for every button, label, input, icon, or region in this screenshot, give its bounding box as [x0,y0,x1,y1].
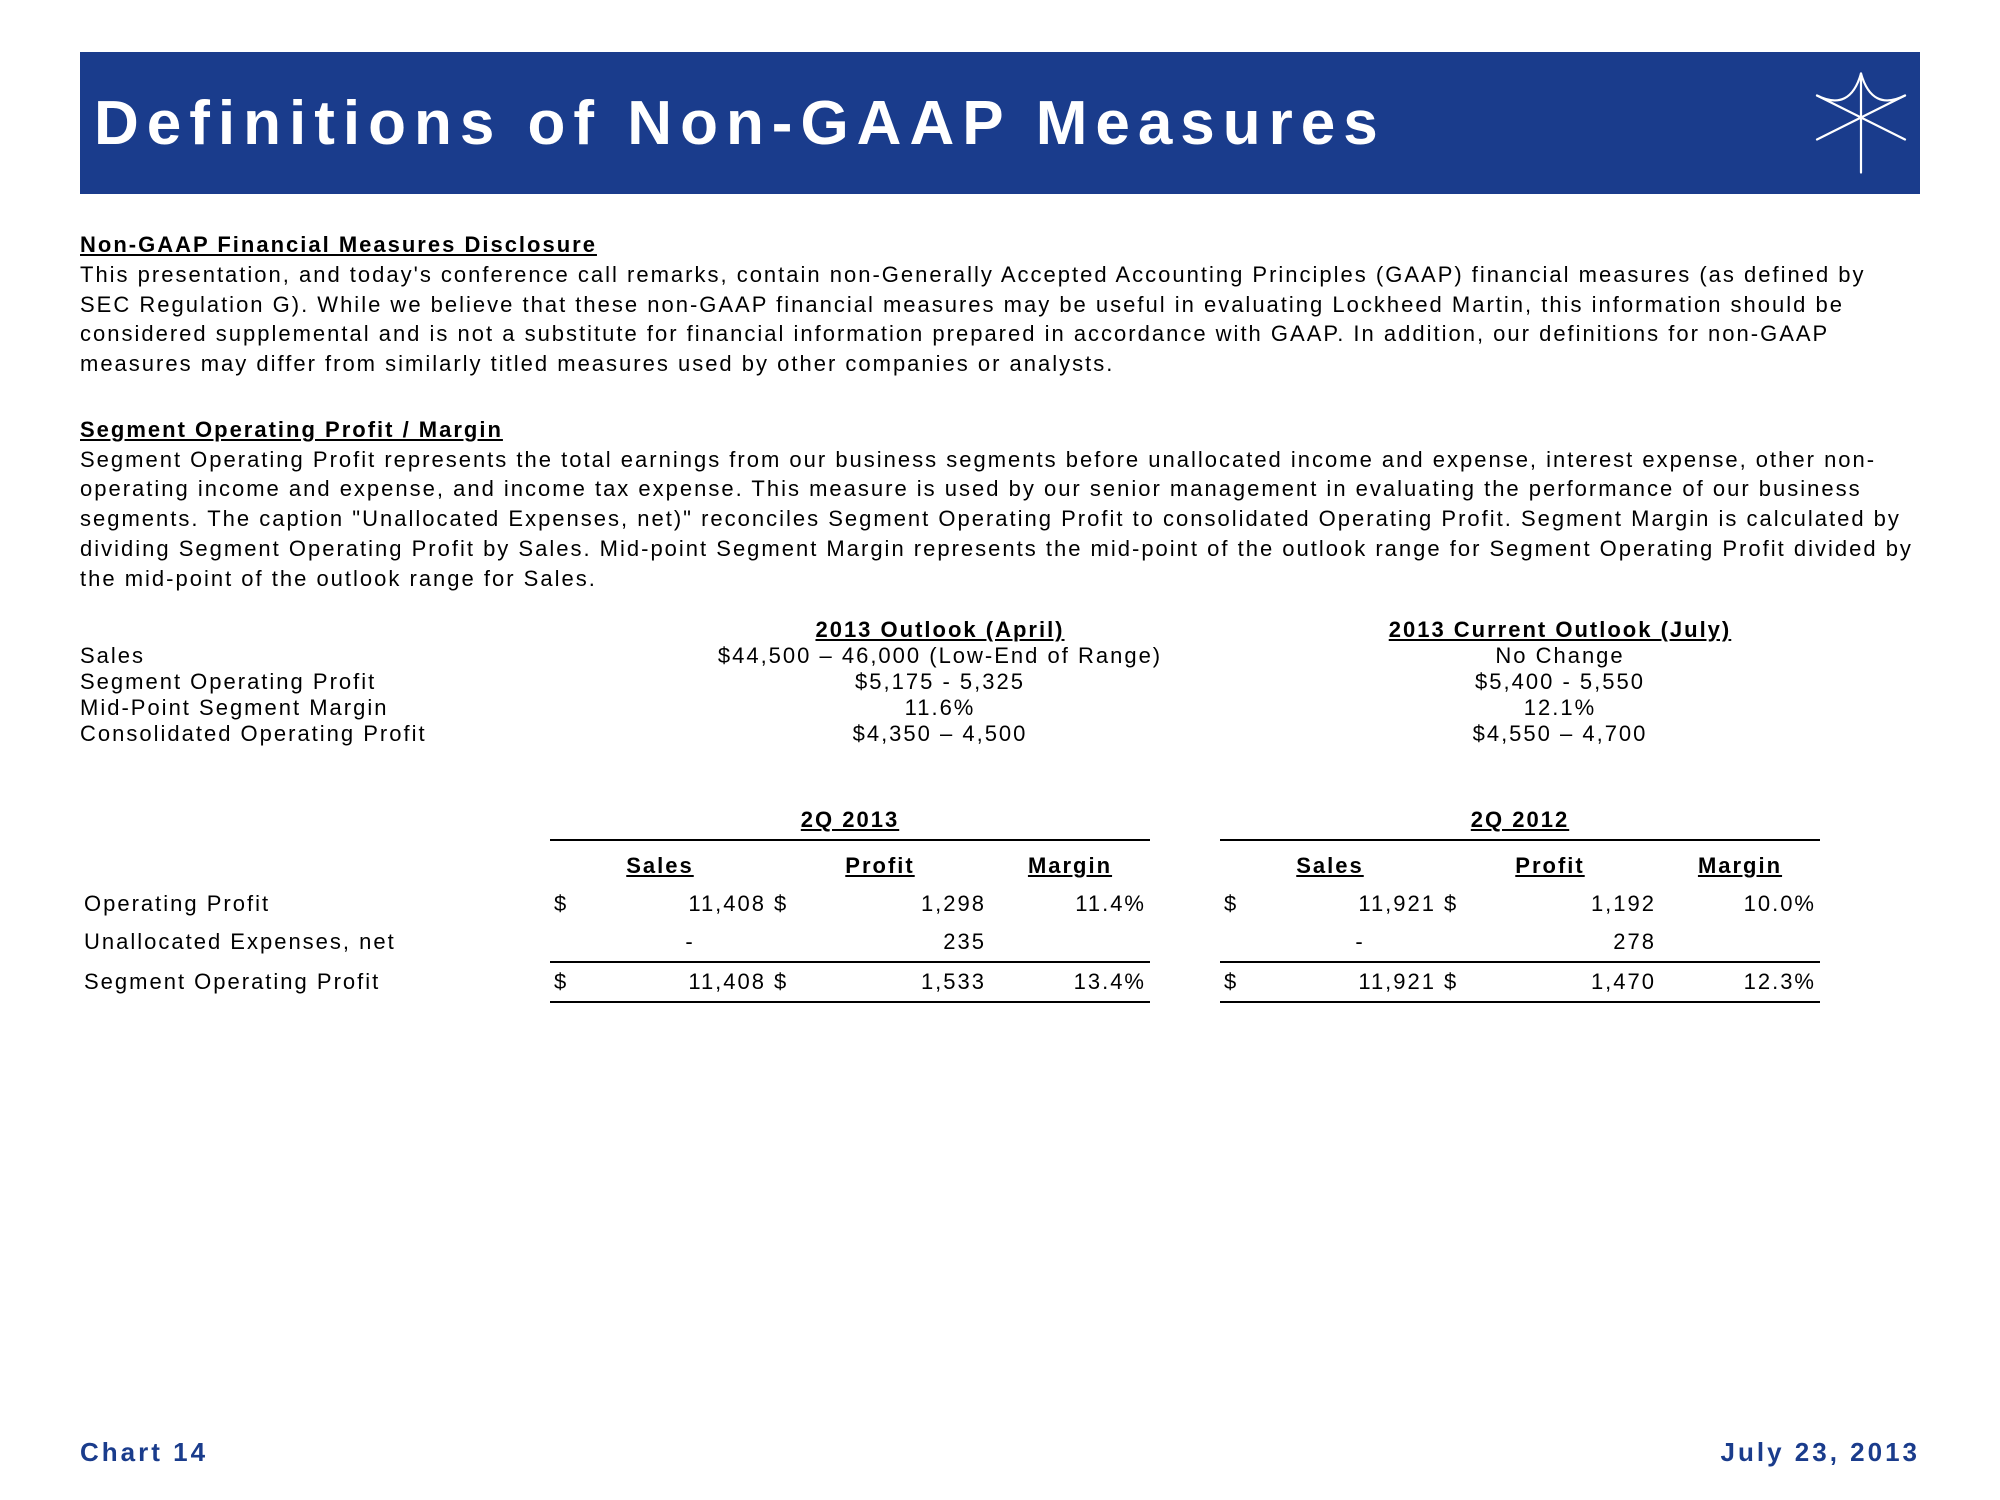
currency-symbol: $ [1440,885,1500,923]
currency-symbol: $ [550,885,610,923]
qtable-cell [1660,923,1820,963]
currency-symbol: $ [1220,885,1280,923]
currency-symbol [550,923,610,963]
slide-footer: Chart 14 July 23, 2013 [80,1437,1920,1468]
subcol-header: Margin [990,847,1150,885]
outlook-table: 2013 Outlook (April) 2013 Current Outloo… [80,617,1920,747]
qtable-row-label: Segment Operating Profit [80,963,550,1003]
qtable-cell: 11,921 [1280,963,1440,1003]
outlook-cell: $4,550 – 4,700 [1280,721,1840,747]
outlook-col-header: 2013 Current Outlook (July) [1280,617,1840,643]
outlook-row-label: Consolidated Operating Profit [80,721,600,747]
outlook-cell: $5,175 - 5,325 [620,669,1260,695]
outlook-cell: 11.6% [620,695,1260,721]
slide-date: July 23, 2013 [1721,1437,1920,1468]
currency-symbol [770,923,830,963]
slide: Definitions of Non-GAAP Measures Non-GAA… [0,0,2000,1500]
qtable-cell: 11,921 [1280,885,1440,923]
segment-body: Segment Operating Profit represents the … [80,445,1920,593]
title-bar: Definitions of Non-GAAP Measures [80,52,1920,194]
qtable-cell: 1,192 [1500,885,1660,923]
outlook-cell: $44,500 – 46,000 (Low-End of Range) [620,643,1260,669]
currency-symbol: $ [770,885,830,923]
qtable-cell: 1,298 [830,885,990,923]
subcol-header: Profit [770,847,990,885]
subcol-header: Profit [1440,847,1660,885]
period-header: 2Q 2012 [1220,807,1820,841]
qtable-row-label: Operating Profit [80,885,550,923]
subcol-header: Margin [1660,847,1820,885]
currency-symbol: $ [550,963,610,1003]
currency-symbol [1220,923,1280,963]
outlook-row-label: Sales [80,643,600,669]
slide-title: Definitions of Non-GAAP Measures [94,88,1386,159]
qtable-cell [990,923,1150,963]
qtable-cell: - [1280,923,1440,963]
outlook-cell: 12.1% [1280,695,1840,721]
currency-symbol: $ [1440,963,1500,1003]
outlook-cell: $4,350 – 4,500 [620,721,1260,747]
qtable-cell: 10.0% [1660,885,1820,923]
qtable-cell: 1,470 [1500,963,1660,1003]
currency-symbol [1440,923,1500,963]
qtable-row-label: Unallocated Expenses, net [80,923,550,963]
outlook-col-header: 2013 Outlook (April) [620,617,1260,643]
qtable-cell: 13.4% [990,963,1150,1003]
disclosure-heading: Non-GAAP Financial Measures Disclosure [80,232,1920,258]
subcol-header: Sales [550,847,770,885]
subcol-header: Sales [1220,847,1440,885]
disclosure-body: This presentation, and today's conferenc… [80,260,1920,379]
qtable-cell: 11,408 [610,963,770,1003]
chart-number: Chart 14 [80,1437,208,1468]
qtable-cell: 278 [1500,923,1660,963]
quarter-table: 2Q 2013 2Q 2012 Sales Profit Margin Sale… [80,807,1920,1003]
qtable-cell: 235 [830,923,990,963]
qtable-cell: 11,408 [610,885,770,923]
outlook-row-label: Mid-Point Segment Margin [80,695,600,721]
currency-symbol: $ [1220,963,1280,1003]
period-header: 2Q 2013 [550,807,1150,841]
qtable-cell: 1,533 [830,963,990,1003]
outlook-cell: $5,400 - 5,550 [1280,669,1840,695]
qtable-cell: 11.4% [990,885,1150,923]
qtable-cell: - [610,923,770,963]
qtable-cell: 12.3% [1660,963,1820,1003]
segment-heading: Segment Operating Profit / Margin [80,417,1920,443]
outlook-cell: No Change [1280,643,1840,669]
star-icon [1806,68,1916,178]
outlook-row-label: Segment Operating Profit [80,669,600,695]
currency-symbol: $ [770,963,830,1003]
